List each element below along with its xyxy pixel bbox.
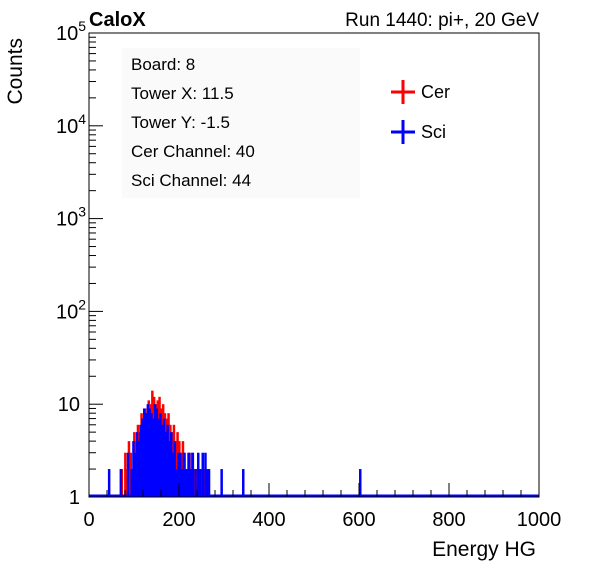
sci-bar [194,469,197,497]
y-tick-label: 104 [56,111,86,138]
info-board: Board: 8 [131,55,195,74]
sci-bar [220,469,223,497]
x-tick-label: 0 [83,509,94,531]
experiment-label: CaloX [89,9,146,31]
sci-bar [242,469,245,497]
sci-bar [146,404,150,497]
x-tick-label: 400 [252,509,285,531]
sci-bar [159,413,162,497]
sci-bar [197,452,200,497]
sci-bar [182,452,186,497]
legend-label-cer: Cer [421,82,450,102]
y-tick-label: 10 [58,394,80,416]
info-sci-channel: Sci Channel: 44 [131,171,251,190]
y-tick-label: 105 [56,18,86,45]
info-cer-channel: Cer Channel: 40 [131,142,255,161]
sci-bar [206,469,209,497]
sci-bar [171,452,175,497]
x-tick-label: 200 [162,509,195,531]
x-axis-label: Energy HG [432,538,536,561]
y-tick-label: 1 [69,487,80,509]
sci-bar [126,452,130,497]
sci-bar [204,452,207,497]
sci-bar [170,432,173,497]
x-tick-label: 800 [432,509,465,531]
info-box: Board: 8 Tower X: 11.5 Tower Y: -1.5 Cer… [122,48,360,198]
info-tower-x: Tower X: 11.5 [131,84,234,103]
sci-bar [148,408,151,497]
sci-bar [119,469,123,497]
sci-bar [153,404,157,497]
sci-bar [359,469,362,497]
sci-bar [143,408,146,497]
sci-bar [132,441,135,497]
legend: Cer Sci [391,80,450,144]
info-tower-y: Tower Y: -1.5 [131,113,230,132]
sci-bar [164,432,168,497]
y-tick-label: 102 [56,296,86,323]
sci-bar [179,452,182,497]
sci-bar [207,469,211,497]
sci-bar [180,469,184,497]
sci-bar [201,452,204,497]
histogram-bars [89,390,539,498]
sci-bar [175,469,178,497]
sci-bar [107,469,111,497]
sci-bar [139,424,142,497]
info-box-background [122,48,360,198]
legend-marker-cer [391,80,415,104]
sci-bar [166,424,169,497]
sci-bar [189,469,193,497]
legend-label-sci: Sci [421,122,446,142]
sci-bar [168,441,171,497]
axis-ticks: 0 200 400 600 800 1000 1 10 102 103 104 105 [56,18,561,531]
sci-bar [152,418,155,497]
sci-bar [137,441,141,497]
sci-bar [186,469,189,497]
sci-bar [157,418,160,497]
sci-bar [155,408,159,497]
sci-bar [191,452,195,497]
run-label: Run 1440: pi+, 20 GeV [345,10,539,31]
sci-bar [162,418,166,497]
sci-bar [161,424,164,497]
sci-bar [144,413,148,497]
x-tick-label: 600 [342,509,375,531]
sci-bar [184,469,187,497]
sci-bar [135,432,139,497]
sci-bar [177,452,180,497]
sci-bar [134,452,137,497]
sci-bar [141,418,144,497]
legend-marker-sci [391,120,415,144]
sci-bar [130,469,133,497]
y-axis-label: Counts [4,38,27,105]
plot-frame [88,32,540,498]
cer-bar [124,452,127,497]
sci-bar [173,441,177,497]
sci-bar [150,413,153,497]
sci-bar [198,469,202,497]
sci-bar [188,452,191,497]
y-tick-label: 103 [56,204,86,231]
x-tick-label: 1000 [517,509,562,531]
